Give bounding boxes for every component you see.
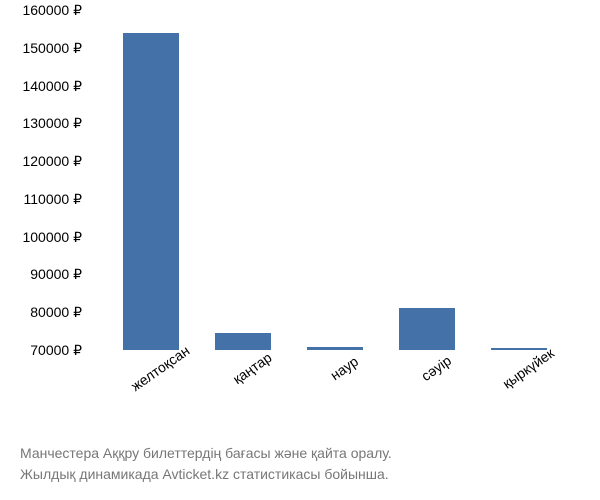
bar-wrap	[473, 10, 565, 350]
price-chart: 160000 ₽ 150000 ₽ 140000 ₽ 130000 ₽ 1200…	[0, 0, 600, 430]
y-axis: 160000 ₽ 150000 ₽ 140000 ₽ 130000 ₽ 1200…	[0, 10, 90, 350]
plot-area	[90, 10, 580, 350]
bar-wrap	[381, 10, 473, 350]
bar-wrap	[105, 10, 197, 350]
caption-line-2: Жылдық динамикада Avticket.kz статистика…	[20, 464, 392, 485]
bar-wrap	[289, 10, 381, 350]
bar-0	[123, 33, 178, 350]
x-axis: желтоқсан қаңтар наур сәуір қыркүйек	[90, 355, 580, 379]
chart-caption: Манчестера Аққру билеттердің бағасы және…	[20, 443, 392, 485]
bar-wrap	[197, 10, 289, 350]
caption-line-1: Манчестера Аққру билеттердің бағасы және…	[20, 443, 392, 464]
